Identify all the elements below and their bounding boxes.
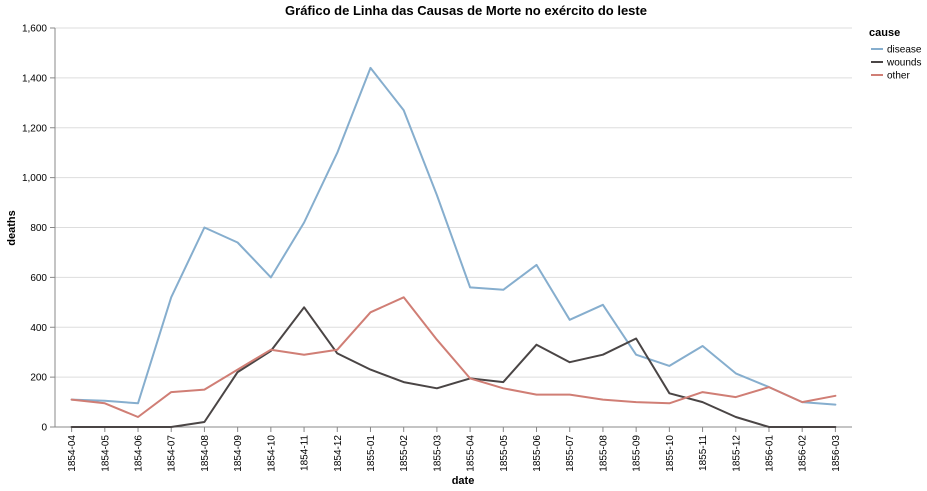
y-tick-label: 400 xyxy=(30,323,47,334)
x-tick-label: 1855-08 xyxy=(598,435,609,472)
x-tick-label: 1854-05 xyxy=(100,435,111,472)
x-tick-label: 1854-11 xyxy=(300,435,311,471)
x-tick-label: 1855-01 xyxy=(366,435,377,472)
series-line-wounds xyxy=(70,306,837,428)
series-line-other xyxy=(70,296,837,418)
x-tick-label: 1854-12 xyxy=(333,435,344,472)
x-tick-label: 1855-12 xyxy=(731,435,742,472)
x-axis-title: date xyxy=(452,475,475,487)
legend-items: disease wounds other xyxy=(871,45,922,82)
y-tick-label: 800 xyxy=(30,223,47,234)
axes: 0 200 400 600 800 1,000 1,200 1,400 1,600 1854-04… xyxy=(22,24,852,472)
chart-title: Gráfico de Linha das Causas de Morte no … xyxy=(285,3,647,18)
x-tick-label: 1855-05 xyxy=(499,435,510,472)
x-tick-label: 1855-02 xyxy=(399,435,410,472)
x-tick-label: 1854-04 xyxy=(67,435,78,472)
x-tick-label: 1856-03 xyxy=(831,435,842,472)
legend-label-disease: disease xyxy=(887,45,922,56)
y-tick-label: 1,200 xyxy=(22,123,47,134)
y-tick-label: 600 xyxy=(30,273,47,284)
y-tick-label: 200 xyxy=(30,373,47,384)
x-tick-label: 1854-09 xyxy=(233,435,244,472)
x-tick-label: 1855-06 xyxy=(532,435,543,472)
x-tick-label: 1855-04 xyxy=(466,435,477,472)
x-tick-label: 1855-09 xyxy=(632,435,643,472)
x-tick-label: 1854-10 xyxy=(266,435,277,472)
legend-label-other: other xyxy=(887,71,910,82)
series-lines xyxy=(70,66,837,428)
legend: cause disease wounds other xyxy=(869,27,922,82)
gridlines xyxy=(55,27,852,428)
x-tick-label: 1854-07 xyxy=(167,435,178,472)
y-tick-label: 1,000 xyxy=(22,173,47,184)
y-tick-label: 0 xyxy=(41,423,47,434)
x-tick-label: 1854-06 xyxy=(134,435,145,472)
y-tick-label: 1,400 xyxy=(22,73,47,84)
x-tick-label: 1855-07 xyxy=(565,435,576,472)
x-tick-label: 1856-02 xyxy=(798,435,809,472)
legend-label-wounds: wounds xyxy=(886,58,921,69)
x-tick-label: 1856-01 xyxy=(764,435,775,472)
x-tick-label: 1854-08 xyxy=(200,435,211,472)
y-tick-label: 1,600 xyxy=(22,24,47,35)
x-tick-label: 1855-10 xyxy=(665,435,676,472)
y-axis-title: deaths xyxy=(6,210,18,245)
x-tick-label: 1855-03 xyxy=(432,435,443,472)
legend-title: cause xyxy=(869,27,900,39)
series-line-disease xyxy=(70,66,837,406)
x-tick-label: 1855-11 xyxy=(698,435,709,471)
